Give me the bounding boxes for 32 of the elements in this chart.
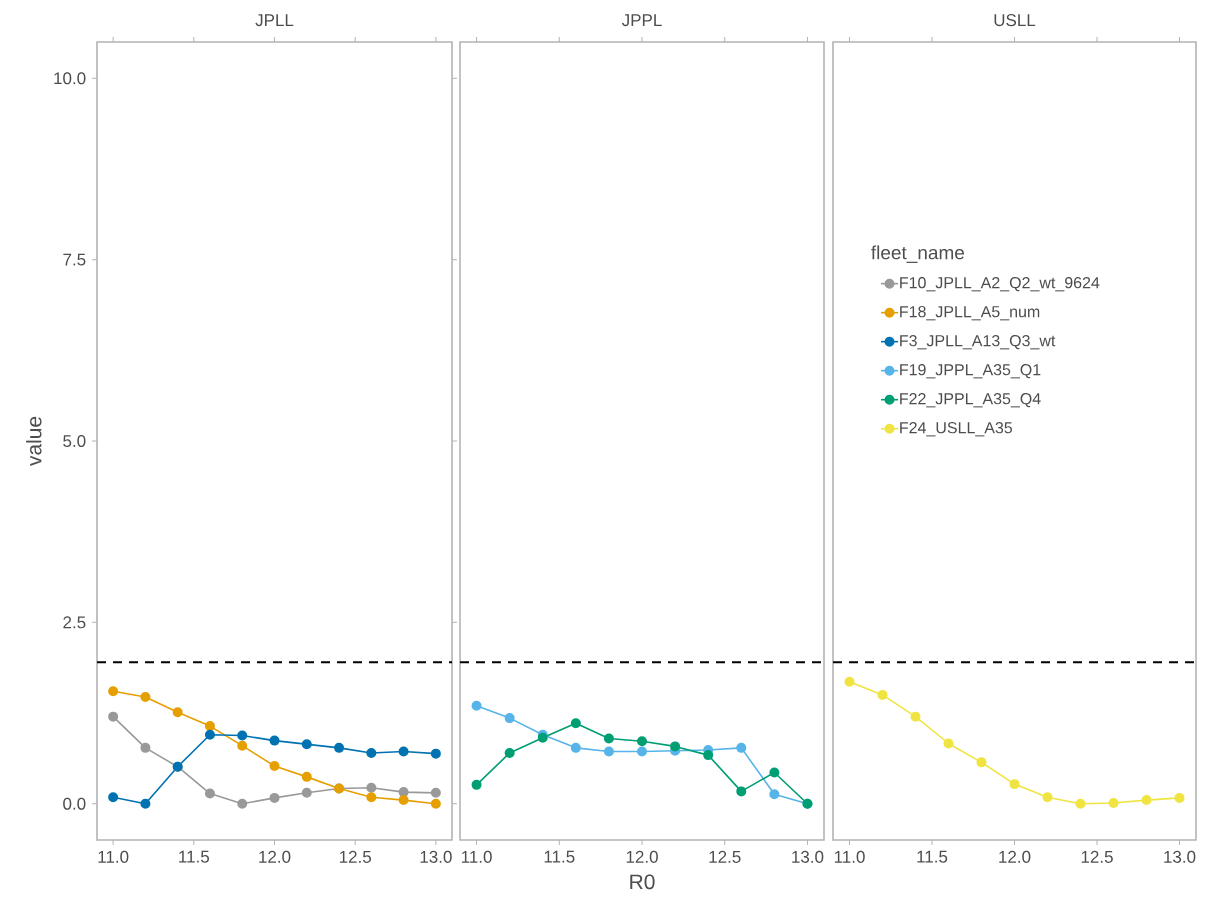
x-tick-label: 11.0 xyxy=(461,850,492,863)
x-tick-label: 13.0 xyxy=(792,850,824,863)
x-tick-label: 12.0 xyxy=(259,850,291,863)
y-tick-label: 0.0 xyxy=(63,797,86,810)
y-tick-label: 10.0 xyxy=(54,72,86,85)
x-tick-label: 11.5 xyxy=(544,850,575,863)
x-tick-label: 12.5 xyxy=(709,850,741,863)
legend-title: fleet_name xyxy=(871,245,965,263)
y-axis-title: value xyxy=(26,416,42,467)
x-axis-title: R0 xyxy=(630,874,655,890)
x-tick-label: 11.0 xyxy=(834,850,865,863)
x-tick-label: 12.5 xyxy=(339,850,372,863)
x-tick-label: 11.0 xyxy=(98,850,129,863)
x-tick-label: 12.5 xyxy=(1081,850,1113,863)
x-tick-label: 11.5 xyxy=(179,850,210,863)
legend-label: F22_JPPL_A35_Q4 xyxy=(900,393,1041,408)
x-tick-label: 12.0 xyxy=(999,850,1031,863)
chart-title: JPLL xyxy=(255,14,294,27)
x-tick-label: 11.5 xyxy=(917,850,948,863)
legend-label: F18_JPLL_A5_num xyxy=(900,306,1040,321)
y-tick-label: 2.5 xyxy=(63,616,86,629)
legend-label: F3_JPLL_A13_Q3_wt xyxy=(900,335,1056,350)
legend-label: F19_JPPL_A35_Q1 xyxy=(900,364,1041,379)
x-tick-label: 12.0 xyxy=(626,850,658,863)
y-tick-label: 7.5 xyxy=(63,253,86,266)
legend-label: F10_JPLL_A2_Q2_wt_9624 xyxy=(900,277,1100,292)
legend-label: F24_USLL_A35 xyxy=(900,422,1013,437)
x-tick-label: 13.0 xyxy=(420,850,452,863)
y-tick-label: 5.0 xyxy=(63,434,86,448)
chart-title: USLL xyxy=(994,14,1036,27)
chart-title: JPPL xyxy=(621,14,662,27)
x-tick-label: 13.0 xyxy=(1164,850,1196,863)
